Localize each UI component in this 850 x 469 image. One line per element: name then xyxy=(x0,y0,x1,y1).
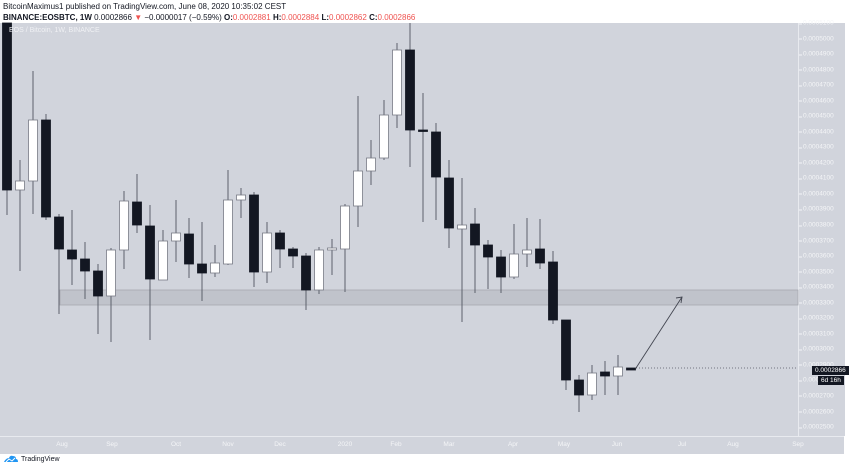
symbol-line: BINANCE:EOSBTC, 1W 0.0002866 ▼ −0.000001… xyxy=(3,13,415,23)
time-tick: Aug xyxy=(727,441,739,448)
support-zone-rect xyxy=(59,289,799,306)
price-tick: 0.0002500 xyxy=(799,423,834,431)
price-tick: 0.0003500 xyxy=(799,268,834,276)
price-tick: 0.0002700 xyxy=(799,392,834,400)
time-tick: Jul xyxy=(677,441,687,448)
time-tick: Mar xyxy=(443,441,455,448)
price-tick: 0.0004700 xyxy=(799,81,834,89)
publisher-line: BitcoinMaximus1 published on TradingView… xyxy=(3,2,287,11)
low-label: L: xyxy=(321,13,330,22)
close-label: C: xyxy=(369,13,378,22)
high-value: 0.0002884 xyxy=(281,13,320,22)
price-tick: 0.0003400 xyxy=(799,283,834,291)
down-arrow-icon: ▼ xyxy=(134,13,143,22)
time-tick: Sep xyxy=(106,441,118,448)
symbol[interactable]: BINANCE:EOSBTC, 1W xyxy=(3,13,92,22)
open-value: 0.0002881 xyxy=(232,13,271,22)
price-tick: 0.0004900 xyxy=(799,50,834,58)
time-tick: Nov xyxy=(222,441,234,448)
price-tick: 0.0003700 xyxy=(799,237,834,245)
time-tick: Dec xyxy=(274,441,286,448)
time-tick: Sep xyxy=(792,441,804,448)
price-tick: 0.0005100 xyxy=(799,19,834,27)
price-tick: 0.0004500 xyxy=(799,112,834,120)
price-tick: 0.0002600 xyxy=(799,408,834,415)
time-tick: Apr xyxy=(507,441,519,448)
time-axis[interactable]: Aug Sep Oct Nov Dec 2020 Feb Mar Apr May Jun Jul Aug… xyxy=(0,436,844,454)
price-tick: 0.0003200 xyxy=(799,314,834,322)
tradingview-logo-icon xyxy=(4,455,18,463)
chart-legend: EOS / Bitcoin, 1W, BINANCE xyxy=(9,27,100,34)
time-tick: 2020 xyxy=(337,441,353,448)
close-value: 0.0002866 xyxy=(377,13,416,22)
price-tick: 0.0004600 xyxy=(799,97,834,105)
price-tick: 0.0003300 xyxy=(799,299,834,307)
price-tick: 0.0003100 xyxy=(799,330,834,338)
time-tick: May xyxy=(557,441,571,448)
tradingview-brand[interactable]: TradingView xyxy=(4,455,60,463)
price-tick: 0.0004800 xyxy=(799,66,834,74)
brand-label: TradingView xyxy=(21,455,60,463)
bar-countdown-tag: 6d 16h xyxy=(818,376,844,385)
price-tick: 0.0004100 xyxy=(799,174,834,182)
high-label: H: xyxy=(272,13,282,22)
price-tick: 0.0003900 xyxy=(799,205,834,213)
price-tick: 0.0005000 xyxy=(799,35,834,43)
low-value: 0.0002862 xyxy=(329,13,367,22)
time-tick: Feb xyxy=(390,441,402,448)
time-tick: Oct xyxy=(170,441,182,448)
open-label: O: xyxy=(223,13,233,22)
change-value: −0.0000017 (−0.59%) xyxy=(144,13,222,22)
price-tick: 0.0003800 xyxy=(799,221,834,229)
price-tick: 0.0004300 xyxy=(799,143,834,151)
price-tick: 0.0004400 xyxy=(799,128,834,136)
price-tick: 0.0003600 xyxy=(799,252,834,260)
time-tick: Aug xyxy=(56,441,68,448)
price-tick: 0.0004200 xyxy=(799,159,834,167)
price-tick: 0.0004000 xyxy=(799,190,834,198)
time-tick: Jun xyxy=(611,441,623,448)
last-value: 0.0002866 xyxy=(94,13,132,22)
price-tick: 0.0002900 xyxy=(799,361,834,369)
last-price-tag: 0.0002866 xyxy=(812,366,849,375)
price-tick: 0.0003000 xyxy=(799,345,834,353)
